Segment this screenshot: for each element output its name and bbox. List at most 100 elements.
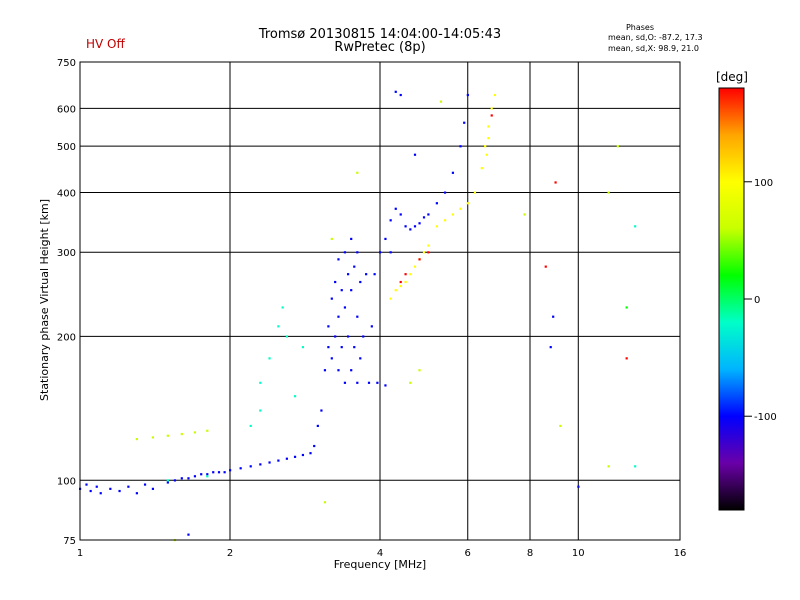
- data-point: [259, 463, 262, 466]
- data-point: [451, 171, 455, 174]
- data-point: [166, 479, 169, 482]
- data-point: [413, 225, 417, 228]
- data-point: [549, 346, 552, 349]
- data-point: [443, 191, 447, 194]
- data-point: [359, 280, 362, 284]
- data-point: [435, 202, 438, 205]
- data-point: [427, 213, 430, 216]
- data-point: [353, 346, 356, 349]
- chart-subtitle: RwPretec (8p): [334, 40, 426, 55]
- data-point: [193, 431, 197, 434]
- hv-status: HV Off: [86, 37, 125, 51]
- y-tick-label: 750: [57, 58, 76, 69]
- colorbar-tick-label: 0: [754, 295, 760, 306]
- data-point: [337, 258, 340, 261]
- data-point: [389, 297, 392, 300]
- data-point: [409, 273, 412, 276]
- data-point: [293, 395, 297, 398]
- data-point: [135, 492, 138, 495]
- data-point: [206, 429, 209, 432]
- data-point: [206, 475, 209, 478]
- data-point: [625, 357, 628, 360]
- x-axis-ticks: 1 2 4 6 8 10 16: [77, 548, 687, 559]
- data-point: [346, 335, 350, 338]
- data-point: [330, 297, 333, 300]
- data-point: [451, 213, 455, 216]
- x-tick-label: 4: [377, 548, 383, 559]
- data-point: [418, 369, 421, 372]
- data-point: [418, 222, 421, 225]
- x-tick-label: 2: [227, 548, 233, 559]
- data-point: [337, 369, 340, 372]
- data-point: [350, 369, 353, 372]
- data-point: [559, 424, 562, 428]
- data-point: [459, 207, 462, 210]
- data-point: [99, 492, 102, 495]
- data-point: [487, 125, 490, 128]
- colorbar-unit: [deg]: [716, 70, 748, 84]
- data-point: [323, 369, 327, 372]
- data-point: [480, 167, 483, 170]
- data-point: [485, 153, 488, 156]
- data-points: [79, 90, 637, 542]
- data-point: [607, 191, 610, 194]
- data-point: [439, 100, 443, 103]
- data-point: [370, 325, 373, 328]
- data-point: [427, 244, 430, 247]
- data-point: [384, 237, 387, 241]
- data-point: [151, 436, 155, 439]
- data-point: [285, 335, 288, 338]
- data-point: [409, 381, 412, 384]
- data-point: [334, 280, 337, 284]
- data-point: [143, 483, 147, 486]
- x-tick-label: 8: [527, 548, 533, 559]
- data-point: [404, 225, 407, 228]
- data-point: [413, 265, 417, 268]
- data-point: [394, 90, 397, 93]
- data-point: [427, 251, 430, 254]
- data-point: [523, 213, 526, 216]
- data-point: [418, 258, 421, 261]
- data-point: [473, 191, 477, 194]
- data-point: [217, 471, 221, 474]
- data-point: [316, 424, 319, 428]
- data-point: [337, 315, 340, 318]
- data-point: [422, 216, 426, 219]
- data-point: [379, 251, 382, 254]
- phases-heading: Phases: [625, 23, 655, 32]
- data-point: [353, 265, 356, 268]
- data-point: [166, 481, 169, 484]
- data-point: [493, 93, 497, 97]
- data-point: [404, 273, 407, 276]
- phases-x-mode: mean, sd,X: 98.9, 21.0: [608, 44, 699, 53]
- data-point: [127, 485, 130, 488]
- y-tick-label: 300: [57, 248, 76, 259]
- data-point: [399, 93, 402, 97]
- data-point: [356, 381, 359, 384]
- data-point: [389, 219, 392, 222]
- data-point: [320, 409, 323, 412]
- data-point: [577, 485, 580, 488]
- y-tick-label: 400: [57, 188, 76, 199]
- data-point: [334, 335, 337, 338]
- data-point: [490, 107, 493, 110]
- data-point: [343, 251, 347, 254]
- data-point: [118, 489, 121, 493]
- data-point: [362, 335, 365, 338]
- data-point: [259, 409, 262, 412]
- colorbar-tick-label: 100: [754, 178, 773, 189]
- data-point: [268, 357, 271, 360]
- x-axis-label: Frequency [MHz]: [334, 558, 426, 571]
- colorbar: [718, 87, 745, 511]
- y-tick-label: 200: [57, 332, 76, 343]
- data-point: [323, 501, 327, 504]
- x-tick-label: 10: [572, 548, 585, 559]
- x-tick-label: 1: [77, 548, 83, 559]
- data-point: [554, 181, 557, 184]
- data-point: [443, 219, 447, 222]
- x-tick-label: 6: [465, 548, 471, 559]
- data-point: [356, 251, 359, 254]
- data-point: [356, 171, 359, 174]
- data-point: [173, 479, 177, 482]
